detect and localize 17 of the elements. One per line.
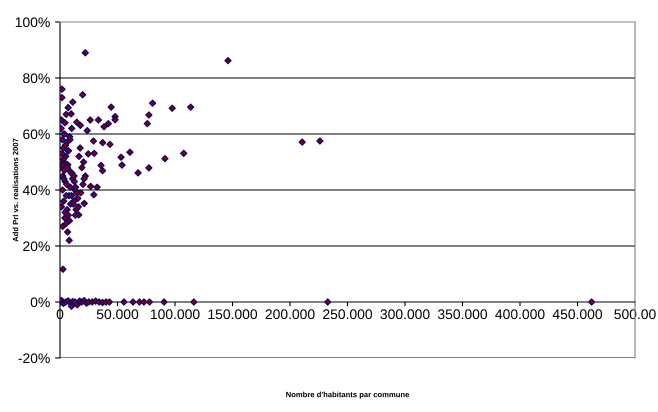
y-tick-label: 100% <box>16 17 50 28</box>
y-tick-label: -20% <box>18 353 50 364</box>
x-tick-label: 100.000 <box>150 309 200 320</box>
x-tick-label: 200.000 <box>266 309 315 320</box>
x-tick-label: 300.000 <box>380 309 430 320</box>
y-tick-label: 40% <box>22 185 50 196</box>
y-tick-label: 0% <box>30 297 50 308</box>
y-tick-label: 20% <box>23 241 50 252</box>
x-tick-label: 400.000 <box>495 309 545 320</box>
y-tick-label: 80% <box>23 73 50 84</box>
x-tick-label: 250.000 <box>323 309 372 320</box>
x-tick-label: 150.000 <box>208 309 258 320</box>
y-tick-label: 60% <box>23 129 50 140</box>
x-tick-label: 500.00 <box>614 309 656 320</box>
x-tick-label: 350.000 <box>438 309 488 320</box>
x-tick-label: 450.000 <box>552 309 602 320</box>
x-tick-label: 50.000 <box>96 309 138 320</box>
